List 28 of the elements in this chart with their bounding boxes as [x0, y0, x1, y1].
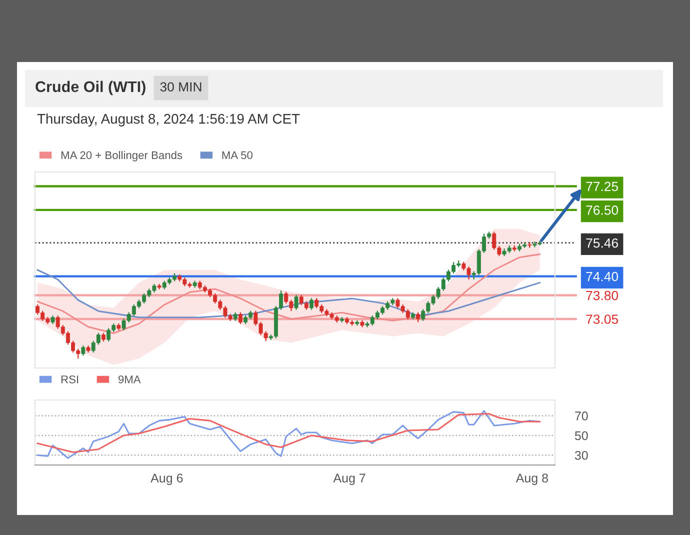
candlestick: [294, 294, 298, 310]
line-series: [36, 413, 541, 453]
y-tick-label: 76.50: [586, 206, 618, 215]
legend-label: MA 50: [222, 151, 252, 160]
legend-label: RSI: [61, 375, 78, 384]
candlestick: [238, 312, 242, 325]
line-series: [36, 269, 541, 318]
legend-label: 9MA: [118, 375, 141, 384]
text: 30 MIN: [160, 82, 202, 92]
y-tick-label: 30: [574, 450, 588, 460]
candlestick: [310, 298, 314, 310]
x-tick-label: Aug 7: [333, 474, 366, 485]
x-tick-label: Aug 8: [516, 474, 548, 485]
x-tick-label: Aug 6: [150, 474, 183, 485]
candlestick: [81, 345, 86, 356]
y-tick-label: 73.05: [586, 314, 618, 324]
y-tick-label: 74.40: [586, 272, 618, 282]
chart-title: Crude Oil (WTI): [36, 80, 146, 96]
line-series: [36, 410, 541, 459]
y-tick-label: 77.25: [586, 182, 618, 192]
line-series: [36, 253, 541, 334]
y-tick-label: 70: [575, 412, 588, 420]
candlestick: [416, 312, 420, 323]
legend-label: MA 20 + Bollinger Bands: [61, 150, 182, 162]
y-tick-label: 75.46: [586, 238, 618, 248]
y-tick-label: 50: [574, 431, 588, 440]
chart-subtitle: Thursday, August 8, 2024 1:56:19 AM CET: [37, 114, 300, 126]
y-tick-label: 73.80: [586, 290, 618, 300]
